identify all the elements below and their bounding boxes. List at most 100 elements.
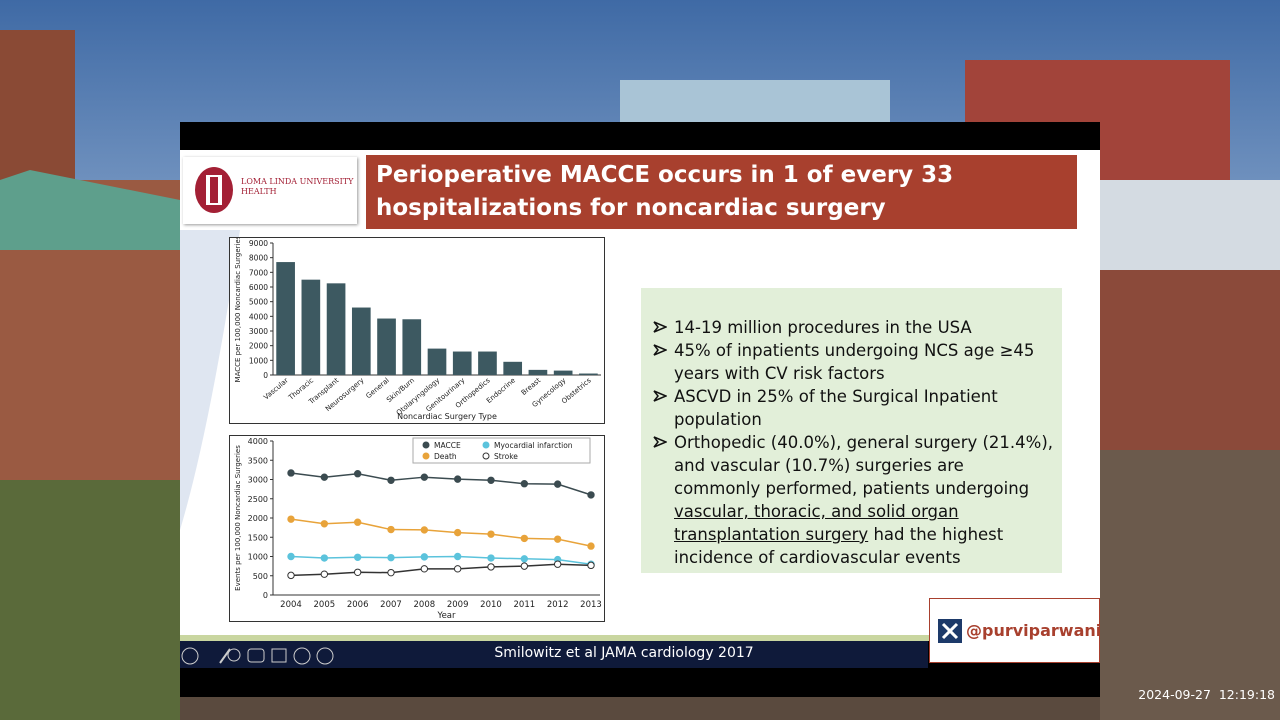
point bbox=[287, 515, 295, 523]
bullet-underlined: vascular, thoracic, and solid organ tran… bbox=[674, 502, 959, 544]
series-line bbox=[290, 563, 592, 577]
timestamp: 2024-09-27 12:19:18 bbox=[1138, 687, 1275, 702]
bullet: Orthopedic (40.0%), general surgery (21.… bbox=[649, 431, 1054, 569]
point bbox=[320, 570, 329, 578]
x-tick-label: 2013 bbox=[580, 600, 602, 610]
legend-marker bbox=[422, 441, 430, 449]
point bbox=[453, 565, 462, 573]
x-tick-label: Otolaryngology bbox=[395, 376, 441, 417]
y-tick-label: 500 bbox=[253, 572, 268, 581]
point bbox=[520, 480, 529, 488]
bullet: 14-19 million procedures in the USA bbox=[649, 316, 1054, 339]
y-tick-label: 4000 bbox=[248, 437, 268, 446]
slide-swoosh bbox=[180, 230, 1100, 641]
point bbox=[420, 553, 429, 561]
point bbox=[453, 475, 462, 483]
x-axis-label: Noncardiac Surgery Type bbox=[397, 412, 497, 421]
bullet-text: ASCVD in 25% of the Surgical Inpatient p… bbox=[674, 387, 998, 429]
x-tick-label: 2009 bbox=[447, 600, 469, 610]
bullet-text: 45% of inpatients undergoing NCS age ≥45… bbox=[674, 341, 1035, 383]
legend-marker bbox=[422, 452, 430, 460]
pen-button[interactable] bbox=[219, 648, 231, 664]
bar bbox=[377, 318, 396, 375]
y-tick-label: 1000 bbox=[248, 553, 268, 562]
y-tick-label: 0 bbox=[263, 371, 268, 380]
y-axis-label: MACCE per 100,000 Noncardiac Surgeries bbox=[234, 237, 242, 382]
legend-label: MACCE bbox=[434, 441, 461, 450]
camera-button[interactable] bbox=[271, 648, 287, 663]
y-tick-label: 1500 bbox=[248, 533, 268, 542]
point bbox=[320, 554, 329, 562]
point bbox=[487, 554, 495, 562]
bullet-text: Orthopedic (40.0%), general surgery (21.… bbox=[674, 433, 1054, 498]
point bbox=[487, 530, 495, 538]
point bbox=[487, 476, 495, 484]
y-tick-label: 2500 bbox=[248, 495, 268, 504]
point bbox=[353, 518, 362, 526]
point bbox=[420, 473, 429, 481]
y-tick-label: 5000 bbox=[249, 298, 268, 307]
legend-box bbox=[412, 437, 591, 464]
x-tick-label: Vascular bbox=[262, 376, 290, 401]
next-button[interactable] bbox=[316, 647, 334, 665]
slide-title: Perioperative MACCE occurs in 1 of every… bbox=[366, 155, 1077, 229]
series-line bbox=[290, 472, 592, 496]
y-tick-label: 1000 bbox=[249, 356, 268, 365]
y-tick-label: 6000 bbox=[249, 283, 268, 292]
x-tick-label: 2011 bbox=[514, 600, 536, 610]
handle-box: @purviparwani bbox=[929, 598, 1101, 663]
series-line bbox=[290, 518, 592, 547]
x-tick-label: 2012 bbox=[547, 600, 569, 610]
y-tick-label: 0 bbox=[263, 591, 268, 600]
point bbox=[520, 555, 529, 563]
point bbox=[387, 568, 395, 577]
bar bbox=[579, 373, 598, 375]
x-tick-label: 2007 bbox=[380, 600, 402, 610]
point bbox=[587, 491, 595, 499]
cc-button[interactable] bbox=[247, 648, 265, 663]
x-axis-label: Year bbox=[437, 611, 457, 621]
bar bbox=[301, 279, 321, 375]
bar bbox=[503, 361, 523, 375]
x-tick-label: 2008 bbox=[414, 600, 436, 610]
zoom-button[interactable] bbox=[227, 648, 241, 662]
point bbox=[353, 568, 362, 576]
nav-icons bbox=[181, 647, 334, 665]
y-tick-label: 8000 bbox=[249, 254, 268, 263]
point bbox=[387, 476, 395, 484]
bar-chart: 0 1000 2000 3000 4000 5000 6000 7000 8000 9000 MAC… bbox=[229, 237, 605, 424]
logo-emblem bbox=[195, 167, 233, 213]
point bbox=[587, 542, 595, 550]
point bbox=[553, 560, 562, 568]
citation: Smilowitz et al JAMA cardiology 2017 bbox=[494, 645, 754, 661]
point bbox=[453, 528, 462, 537]
more-button[interactable] bbox=[293, 647, 311, 665]
point bbox=[453, 552, 462, 561]
point bbox=[487, 563, 495, 571]
x-tick-label: 2005 bbox=[314, 600, 336, 610]
bullet-box: 14-19 million procedures in the USA 45% … bbox=[641, 288, 1062, 573]
point bbox=[353, 553, 362, 561]
legend-marker bbox=[482, 452, 490, 460]
legend-label: Myocardial infarction bbox=[494, 441, 573, 450]
legend-label: Stroke bbox=[494, 452, 518, 461]
bar bbox=[276, 262, 295, 375]
x-tick-label: 2010 bbox=[480, 600, 502, 610]
prev-button[interactable] bbox=[181, 647, 199, 665]
point bbox=[520, 562, 529, 570]
y-tick-label: 9000 bbox=[249, 239, 268, 248]
point bbox=[587, 561, 595, 570]
bullet-text: 14-19 million procedures in the USA bbox=[674, 318, 972, 337]
y-axis-label: Events per 100,000 Noncardiac Surgeries bbox=[234, 445, 242, 591]
logo-line: HEALTH bbox=[241, 187, 277, 196]
bar bbox=[326, 283, 346, 375]
x-tick-label: 2006 bbox=[347, 600, 369, 610]
logo-text: LOMA LINDA UNIVERSITY HEALTH bbox=[241, 177, 353, 197]
point bbox=[553, 480, 562, 488]
y-tick-label: 3000 bbox=[248, 476, 268, 485]
bar bbox=[427, 348, 447, 375]
y-tick-label: 7000 bbox=[249, 268, 268, 277]
point bbox=[287, 552, 295, 561]
bar bbox=[528, 369, 548, 375]
